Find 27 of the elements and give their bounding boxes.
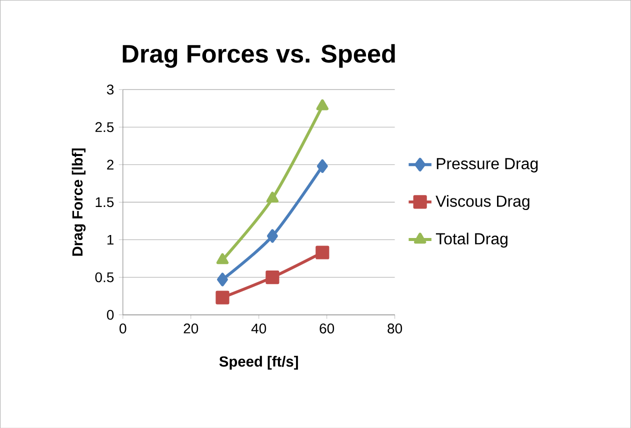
x-tick-label: 60 bbox=[320, 323, 334, 334]
x-axis-title: Speed [ft/s] bbox=[219, 356, 298, 370]
x-tick-label: 80 bbox=[388, 323, 402, 334]
point bbox=[316, 246, 330, 260]
point bbox=[217, 272, 228, 286]
point bbox=[266, 191, 279, 202]
point bbox=[216, 253, 229, 264]
point bbox=[266, 270, 280, 284]
point bbox=[316, 99, 328, 110]
legend-label: Pressure Drag bbox=[436, 158, 538, 172]
y-tick-label: 0 bbox=[106, 310, 114, 320]
point bbox=[266, 229, 278, 243]
y-tick-label: 1 bbox=[107, 234, 114, 244]
x-tick-label: 0 bbox=[120, 323, 126, 334]
y-tick-label: 2.5 bbox=[95, 122, 114, 132]
y-tick-label: 0.5 bbox=[95, 272, 114, 282]
x-tick-label: 20 bbox=[184, 323, 198, 334]
y-tick-label: 2 bbox=[107, 160, 114, 170]
y-axis-title: Drag Force [lbf] bbox=[72, 148, 86, 256]
y-tick-label: 1.5 bbox=[96, 197, 114, 207]
legend-label: Viscous Drag bbox=[436, 194, 530, 210]
legend-label: Total Drag bbox=[436, 232, 508, 248]
chart-title: Drag Forces vs. Speed bbox=[122, 44, 395, 68]
point bbox=[316, 159, 328, 173]
point bbox=[216, 290, 230, 304]
x-tick-label: 40 bbox=[251, 323, 266, 334]
y-tick-label: 3 bbox=[106, 84, 114, 94]
